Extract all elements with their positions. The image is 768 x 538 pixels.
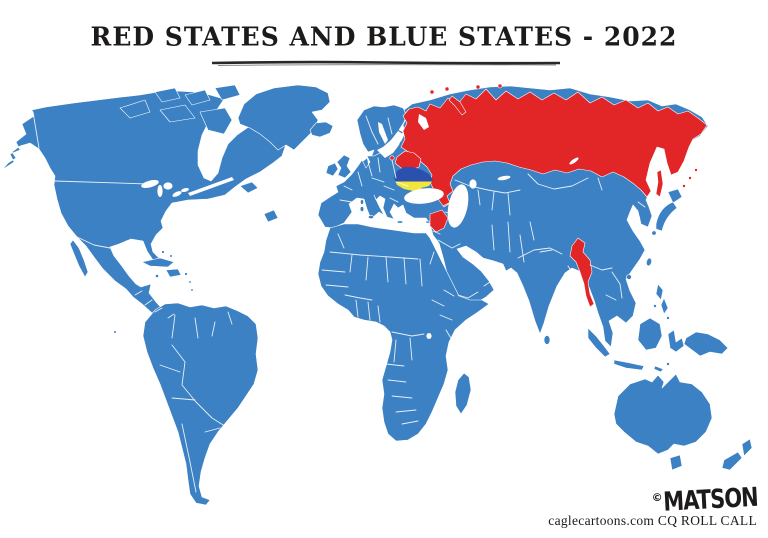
lake-victoria xyxy=(426,333,432,339)
baltic-sea xyxy=(377,131,403,158)
new-zealand-south xyxy=(721,451,743,471)
st-lawrence xyxy=(188,177,234,196)
lake-baikal xyxy=(569,157,579,165)
hokkaido xyxy=(667,188,683,204)
north-america xyxy=(1,90,287,332)
lake-balkhash xyxy=(497,175,511,181)
new-guinea xyxy=(683,331,729,357)
sumatra xyxy=(587,327,611,358)
sri-lanka xyxy=(543,335,551,345)
gulf-of-bothnia xyxy=(378,122,388,144)
new-zealand-north xyxy=(741,438,753,457)
iceland xyxy=(309,121,334,138)
ireland xyxy=(325,162,339,177)
caspian-sea xyxy=(447,184,469,228)
philippines xyxy=(655,283,664,301)
africa xyxy=(317,223,490,442)
syria xyxy=(429,209,449,233)
hispaniola xyxy=(165,268,182,278)
tasmania xyxy=(669,454,683,471)
taiwan xyxy=(646,257,652,267)
syndicate-credit: caglecartoons.com CQ ROLL CALL xyxy=(548,513,757,528)
country-borders xyxy=(32,111,646,493)
artist-name: MATSON xyxy=(662,482,758,517)
kyushu xyxy=(651,230,657,236)
title-underline xyxy=(211,60,561,66)
artist-signature: ©MATSON xyxy=(651,482,758,517)
belarus xyxy=(394,150,422,171)
russia xyxy=(400,88,708,208)
sulawesi xyxy=(667,329,685,353)
copyright-symbol: © xyxy=(651,491,663,504)
black-sea xyxy=(404,188,444,204)
baja-california xyxy=(69,239,89,278)
hainan xyxy=(626,274,632,280)
borneo xyxy=(637,317,663,351)
red-countries-layer xyxy=(389,83,708,308)
australia xyxy=(613,373,713,455)
madagascar xyxy=(454,372,472,415)
greenland xyxy=(237,84,331,151)
seas-layer xyxy=(141,114,641,339)
baffin-island xyxy=(199,107,233,135)
white-sea xyxy=(418,114,429,130)
honshu xyxy=(655,201,678,232)
kaliningrad xyxy=(389,155,395,161)
novaya-zemlya xyxy=(448,95,467,116)
myanmar xyxy=(569,237,595,308)
sakhalin xyxy=(655,169,664,198)
bohai-sea xyxy=(633,215,641,223)
south-america xyxy=(142,302,259,506)
cuba xyxy=(141,257,175,268)
java xyxy=(613,359,645,371)
cartoon-title: RED STATES AND BLUE STATES - 2022 xyxy=(90,21,678,52)
great-britain xyxy=(336,154,352,179)
